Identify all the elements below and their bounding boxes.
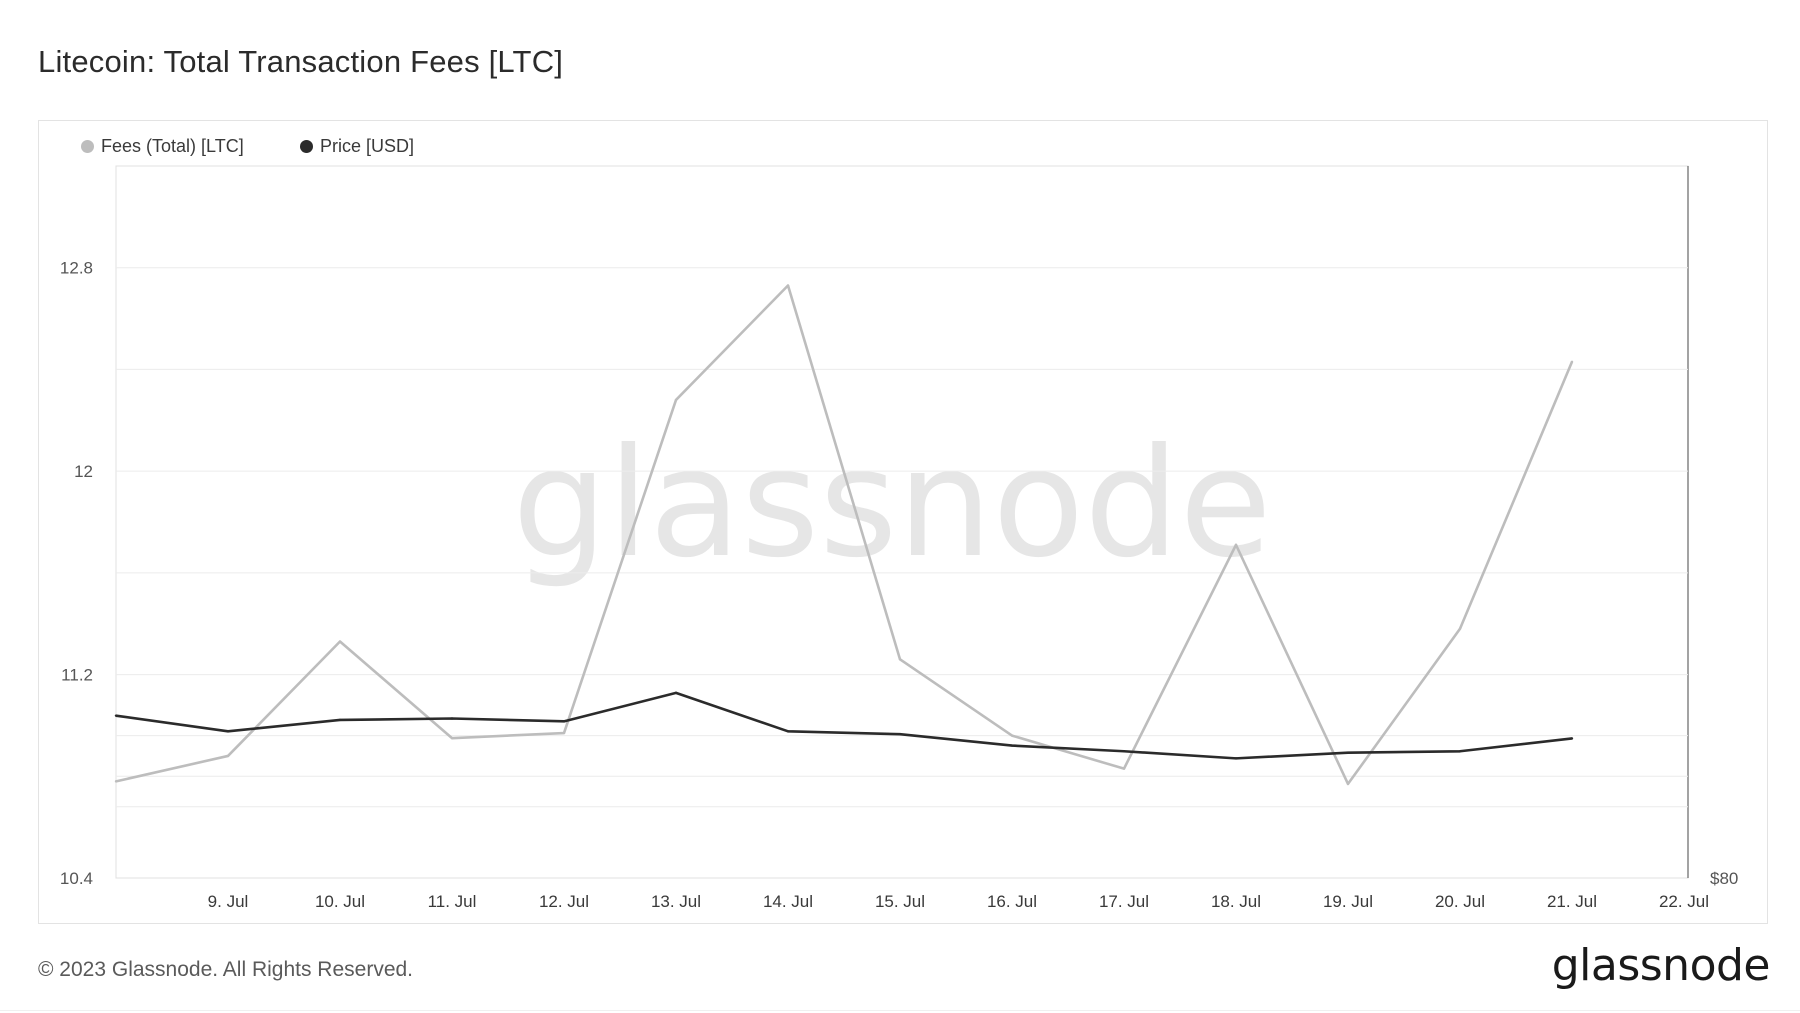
y-tick-label: 12 bbox=[74, 462, 93, 481]
data-point-price bbox=[1122, 750, 1126, 753]
page-title: Litecoin: Total Transaction Fees [LTC] bbox=[38, 44, 564, 79]
data-point-price bbox=[338, 718, 342, 722]
data-point-fees bbox=[898, 658, 902, 661]
legend-label-price: Price [USD] bbox=[320, 136, 415, 156]
series-line-price bbox=[115, 691, 1573, 760]
data-point-price bbox=[226, 730, 230, 733]
copyright-text: © 2023 Glassnode. All Rights Reserved. bbox=[38, 958, 414, 981]
x-tick-label: 21. Jul bbox=[1547, 892, 1597, 911]
bottom-divider bbox=[0, 1010, 1800, 1011]
data-point-price bbox=[674, 691, 678, 695]
x-tick-label: 12. Jul bbox=[539, 892, 589, 911]
data-point-fees bbox=[114, 780, 118, 783]
x-tick-label: 18. Jul bbox=[1211, 892, 1261, 911]
data-point-price bbox=[1570, 737, 1574, 740]
y-tick-label: 10.4 bbox=[60, 869, 93, 888]
data-point-price bbox=[1458, 750, 1462, 753]
data-point-fees bbox=[1122, 767, 1126, 770]
x-tick-label: 15. Jul bbox=[875, 892, 925, 911]
data-point-fees bbox=[450, 736, 454, 740]
data-point-fees bbox=[1458, 627, 1462, 630]
legend-item-price[interactable]: Price [USD] bbox=[300, 136, 414, 157]
series-line-fees bbox=[115, 284, 1574, 786]
x-tick-label: 20. Jul bbox=[1435, 892, 1485, 911]
x-tick-label: 22. Jul bbox=[1659, 892, 1709, 911]
glassnode-logo: glassnode bbox=[1551, 940, 1771, 991]
data-point-fees bbox=[562, 731, 566, 735]
y-right-tick-label: $80 bbox=[1710, 869, 1738, 888]
data-point-price bbox=[114, 714, 118, 717]
x-tick-label: 13. Jul bbox=[651, 892, 701, 911]
x-tick-label: 16. Jul bbox=[987, 892, 1037, 911]
watermark-text: glassnode bbox=[512, 417, 1271, 591]
data-point-price bbox=[450, 717, 454, 720]
x-tick-label: 14. Jul bbox=[763, 892, 813, 911]
data-point-price bbox=[1010, 744, 1014, 747]
data-point-fees bbox=[1570, 360, 1574, 363]
data-point-fees bbox=[1234, 543, 1238, 547]
legend-label-fees: Fees (Total) [LTC] bbox=[101, 136, 244, 156]
x-tick-label: 19. Jul bbox=[1323, 892, 1373, 911]
data-point-price bbox=[786, 730, 790, 733]
data-point-price bbox=[562, 720, 566, 723]
legend-item-fees[interactable]: Fees (Total) [LTC] bbox=[81, 136, 244, 157]
chart-frame bbox=[38, 120, 1768, 924]
data-point-fees bbox=[674, 398, 678, 402]
x-tick-label: 10. Jul bbox=[315, 892, 365, 911]
data-point-price bbox=[1234, 757, 1238, 760]
data-point-fees bbox=[786, 284, 790, 287]
data-point-fees bbox=[1346, 782, 1350, 786]
legend-dot-price-icon bbox=[300, 140, 313, 153]
data-point-fees bbox=[338, 640, 342, 643]
legend-dot-fees-icon bbox=[81, 140, 94, 153]
x-tick-label: 9. Jul bbox=[208, 892, 249, 911]
data-point-price bbox=[898, 732, 902, 736]
y-tick-label: 12.8 bbox=[60, 259, 93, 278]
y-tick-label: 11.2 bbox=[61, 666, 93, 685]
x-tick-label: 17. Jul bbox=[1099, 892, 1149, 911]
data-point-price bbox=[1346, 751, 1350, 754]
data-point-fees bbox=[1010, 734, 1014, 737]
x-tick-label: 11. Jul bbox=[428, 892, 477, 911]
data-point-fees bbox=[226, 754, 230, 758]
